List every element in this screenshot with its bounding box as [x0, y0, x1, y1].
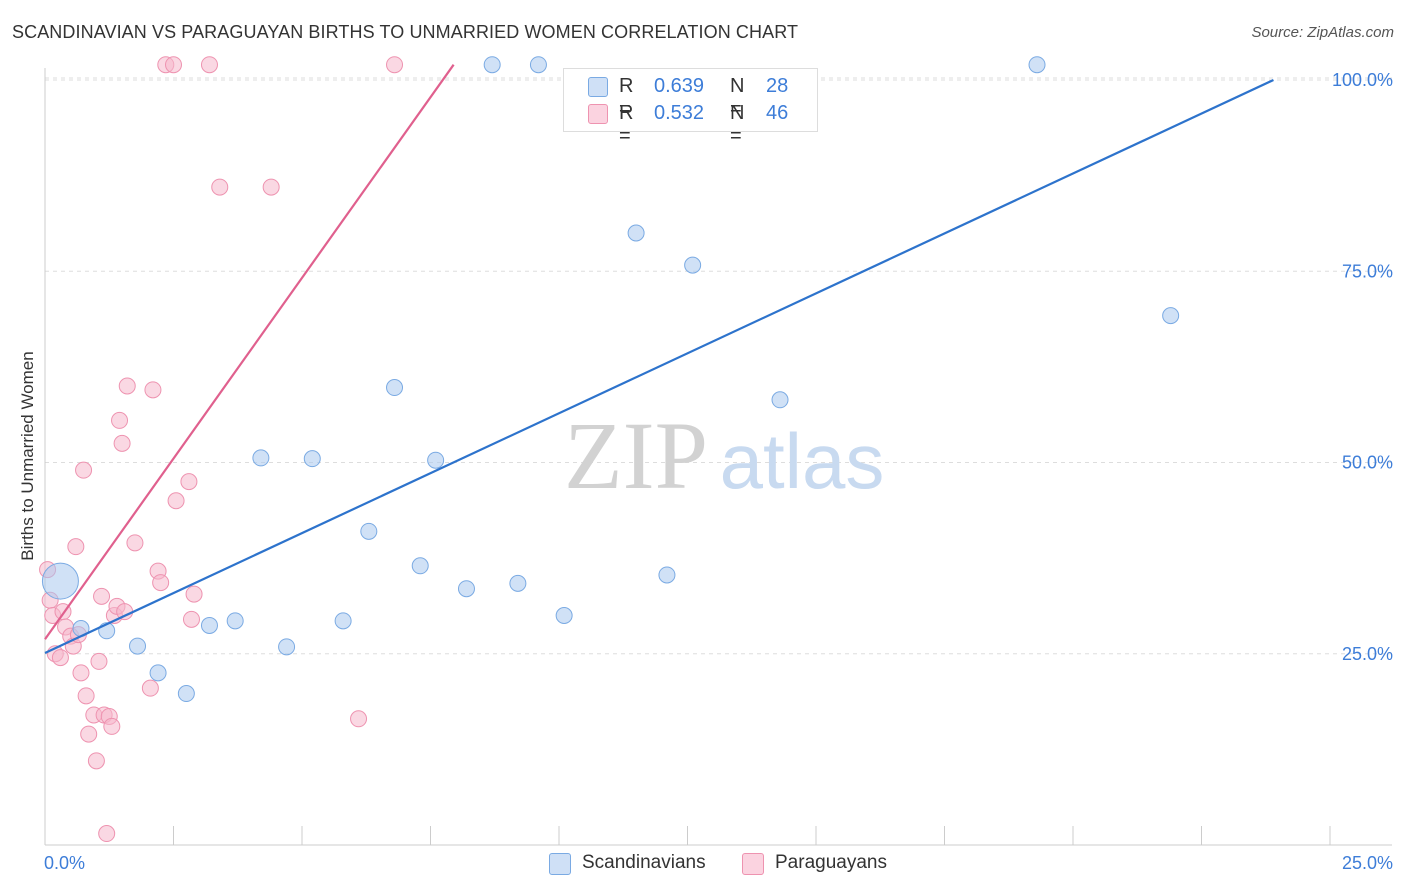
watermark-atlas: atlas: [720, 417, 885, 505]
scandinavians-point: [658, 566, 676, 584]
trend-lines: [44, 64, 1274, 654]
scandinavians-point: [252, 449, 270, 467]
chart-source: Source: ZipAtlas.com: [1251, 24, 1394, 41]
paraguayans-point: [72, 664, 90, 682]
paraguayans-point: [67, 538, 85, 556]
paraguayans-point: [185, 585, 203, 603]
legend-swatch-blue: [588, 77, 608, 97]
paraguayans-point: [103, 717, 121, 735]
paraguayans-point: [165, 56, 182, 74]
paraguayans-points: [39, 56, 404, 843]
paraguayans-point: [167, 492, 185, 510]
scandinavians-point: [684, 256, 702, 274]
y-tick-label: 50.0%: [1342, 453, 1393, 473]
paraguayans-trend-line: [44, 64, 455, 640]
paraguayans-point: [98, 825, 116, 843]
legend-r-label: R =: [619, 102, 634, 147]
scandinavians-point: [226, 612, 244, 630]
scandinavians-point: [41, 562, 79, 600]
scandinavians-point: [771, 391, 789, 409]
y-tick-label: 25.0%: [1342, 644, 1393, 664]
watermark-zip: ZIP: [564, 402, 708, 509]
legend-n-label: N =: [730, 102, 745, 147]
legend-n-label: N =: [730, 75, 745, 120]
scandinavians-point: [627, 224, 645, 242]
paraguayans-point: [141, 679, 159, 697]
paraguayans-point: [200, 56, 218, 74]
scandinavians-point: [1162, 307, 1180, 325]
paraguayans-point: [386, 56, 404, 74]
x-tick-label: 0.0%: [44, 853, 85, 873]
scandinavians-point: [278, 638, 296, 656]
scandinavians-point: [360, 522, 378, 540]
bottom-legend-swatch-blue: [549, 853, 571, 875]
paraguayans-point: [182, 610, 200, 628]
scandinavians-point: [529, 56, 547, 74]
legend-r-value: 0.532: [654, 102, 705, 124]
axes: [44, 68, 1392, 846]
paraguayans-point: [111, 411, 129, 429]
scandinavians-points: [41, 56, 1180, 703]
scandinavians-point: [386, 379, 404, 397]
scandinavians-point: [177, 685, 195, 703]
scandinavians-point: [555, 607, 573, 624]
watermark: ZIP atlas: [564, 402, 884, 509]
scandinavians-point: [411, 557, 429, 575]
chart-title: SCANDINAVIAN VS PARAGUAYAN BIRTHS TO UNM…: [12, 22, 799, 42]
paraguayans-point: [126, 534, 144, 552]
legend-n-value: 28: [766, 75, 789, 97]
legend-swatch-pink: [588, 104, 608, 124]
paraguayans-point: [180, 473, 198, 491]
scandinavians-point: [200, 616, 218, 634]
paraguayans-point: [118, 377, 136, 395]
paraguayans-point: [152, 574, 170, 592]
legend-n-value: 46: [766, 102, 789, 124]
bottom-legend-label: Paraguayans: [775, 852, 887, 873]
paraguayans-point: [51, 649, 69, 667]
paraguayans-point: [75, 461, 93, 479]
bottom-legend-label: Scandinavians: [582, 852, 706, 873]
paraguayans-point: [93, 587, 111, 605]
scandinavians-point: [427, 451, 445, 469]
scandinavians-point: [149, 664, 167, 682]
paraguayans-point: [262, 178, 280, 196]
paraguayans-point: [80, 725, 98, 743]
y-tick-label: 100.0%: [1332, 70, 1393, 90]
paraguayans-point: [144, 381, 162, 399]
scandinavians-trend-line: [44, 79, 1274, 654]
paraguayans-point: [113, 434, 131, 452]
y-tick-label: 75.0%: [1342, 261, 1393, 281]
stats-legend: R = 0.639 N = 28 R = 0.532 N = 46: [563, 68, 818, 147]
grid-lines: [45, 77, 1392, 655]
scandinavians-point: [457, 580, 475, 598]
paraguayans-point: [350, 710, 368, 728]
paraguayans-point: [77, 687, 95, 705]
tick-labels: 25.0% 50.0% 75.0% 100.0% 0.0% 25.0%: [44, 70, 1393, 873]
bottom-legend-swatch-pink: [742, 853, 764, 875]
paraguayans-point: [90, 652, 108, 670]
y-axis-label: Births to Unmarried Women: [18, 351, 37, 561]
scandinavians-point: [303, 450, 321, 468]
paraguayans-point: [211, 178, 229, 196]
scandinavians-point: [1028, 56, 1046, 74]
scandinavians-point: [334, 612, 352, 630]
scandinavians-point: [129, 637, 147, 655]
scandinavians-point: [509, 574, 527, 592]
legend-r-value: 0.639: [654, 75, 705, 97]
paraguayans-point: [87, 752, 105, 770]
scandinavians-point: [483, 56, 501, 74]
x-tick-label: 25.0%: [1342, 853, 1393, 873]
legend-r-label: R =: [619, 75, 634, 120]
